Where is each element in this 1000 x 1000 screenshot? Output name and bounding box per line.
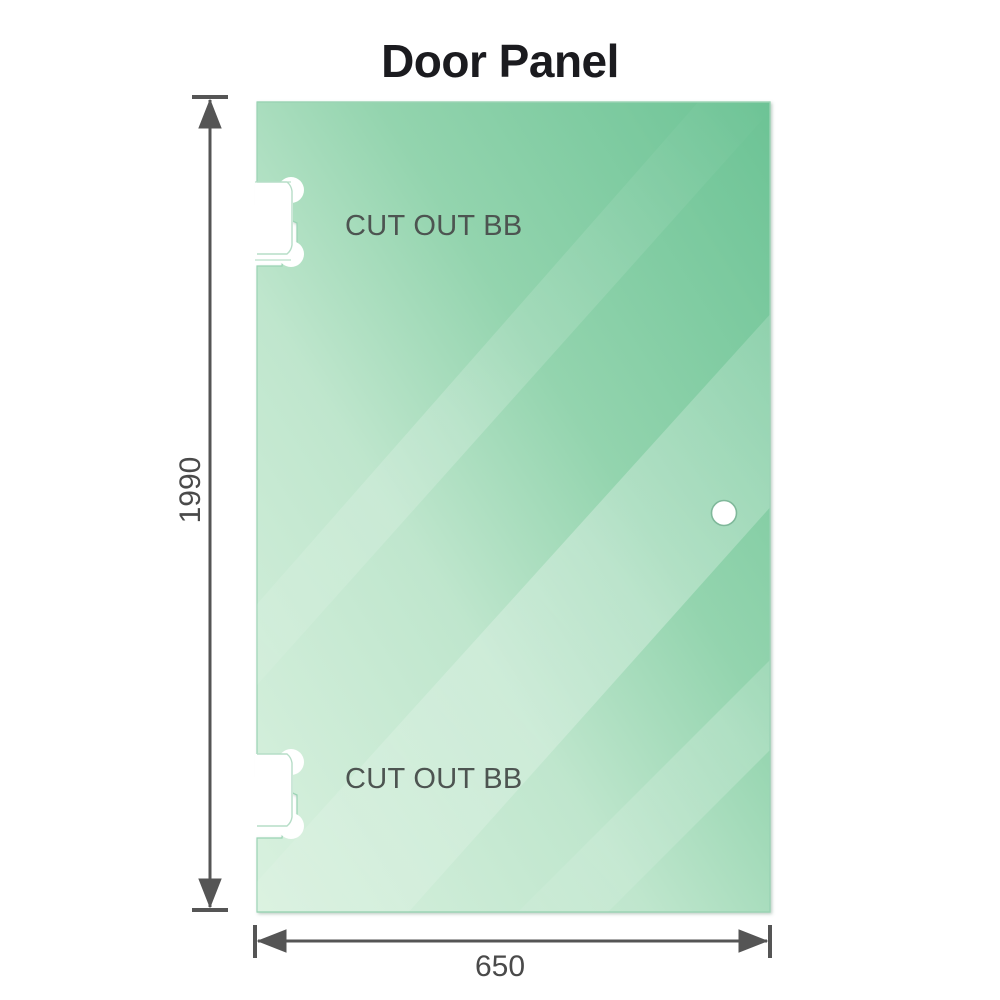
reflection-streak-3 bbox=[257, 102, 770, 760]
reflection-streak-1 bbox=[257, 102, 770, 912]
width-arrow-left bbox=[256, 929, 287, 953]
cutout-label-top: CUT OUT BB bbox=[345, 210, 523, 242]
hinge-cutout-top bbox=[255, 177, 304, 267]
panel-edge-highlight bbox=[257, 101, 771, 913]
glass-panel bbox=[255, 101, 771, 913]
glass-reflections bbox=[257, 102, 770, 912]
handle-hole bbox=[710, 499, 738, 527]
hinge-cutout-bottom bbox=[255, 749, 304, 839]
dimension-width bbox=[253, 925, 772, 958]
height-arrow-down bbox=[198, 878, 222, 909]
reflection-streak-2 bbox=[430, 430, 770, 912]
page-title: Door Panel bbox=[381, 35, 619, 87]
dimension-width-value: 650 bbox=[474, 950, 526, 983]
width-arrow-right bbox=[738, 929, 769, 953]
height-arrow-up bbox=[198, 98, 222, 129]
cutout-label-bottom: CUT OUT BB bbox=[345, 763, 523, 795]
dimension-height-value: 1990 bbox=[174, 456, 207, 524]
dimension-height bbox=[192, 95, 228, 912]
